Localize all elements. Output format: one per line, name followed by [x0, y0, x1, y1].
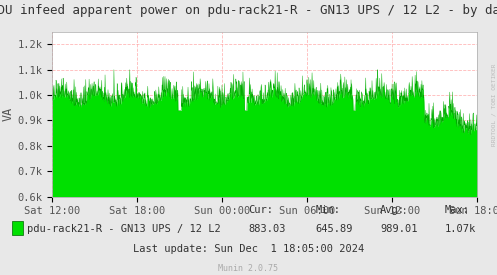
Text: Avg:: Avg: [380, 205, 405, 215]
Text: Cur:: Cur: [248, 205, 273, 215]
Text: 883.03: 883.03 [248, 224, 286, 234]
Y-axis label: VA: VA [1, 107, 15, 121]
Text: Max:: Max: [445, 205, 470, 215]
Text: pdu-rack21-R - GN13 UPS / 12 L2: pdu-rack21-R - GN13 UPS / 12 L2 [27, 224, 221, 234]
Text: Munin 2.0.75: Munin 2.0.75 [219, 264, 278, 273]
Text: 989.01: 989.01 [380, 224, 417, 234]
Text: 645.89: 645.89 [316, 224, 353, 234]
Text: PDU infeed apparent power on pdu-rack21-R - GN13 UPS / 12 L2 - by day: PDU infeed apparent power on pdu-rack21-… [0, 4, 497, 17]
Text: 1.07k: 1.07k [445, 224, 476, 234]
Text: RRDTOOL / TOBI OETIKER: RRDTOOL / TOBI OETIKER [491, 63, 496, 146]
Text: Min:: Min: [316, 205, 340, 215]
Text: Last update: Sun Dec  1 18:05:00 2024: Last update: Sun Dec 1 18:05:00 2024 [133, 244, 364, 254]
